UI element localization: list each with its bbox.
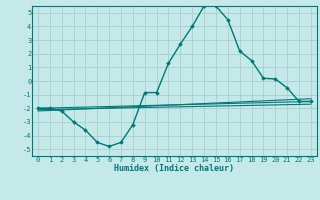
- X-axis label: Humidex (Indice chaleur): Humidex (Indice chaleur): [115, 164, 234, 173]
